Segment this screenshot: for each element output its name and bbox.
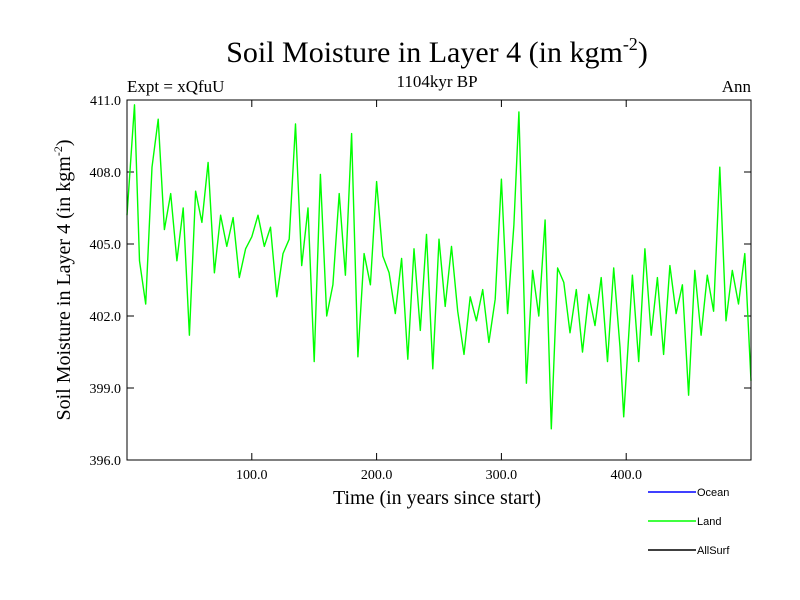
x-axis-label: Time (in years since start) (333, 487, 541, 509)
y-axis-label: Soil Moisture in Layer 4 (in kgm-2) (51, 139, 75, 420)
y-tick-label: 399.0 (90, 382, 122, 397)
season-label: Ann (722, 77, 752, 96)
chart-subtitle: 1104kyr BP (396, 72, 477, 91)
legend-label-ocean: Ocean (697, 487, 729, 499)
series-group (126, 104, 752, 430)
x-tick-label: 400.0 (610, 468, 642, 483)
y-tick-label: 402.0 (90, 310, 122, 325)
chart-title: Soil Moisture in Layer 4 (in kgm-2) (226, 34, 648, 69)
legend: Ocean Land AllSurf (648, 487, 730, 557)
x-tick-label: 300.0 (486, 468, 518, 483)
series-line-land (126, 104, 752, 430)
experiment-label: Expt = xQfuU (127, 77, 224, 96)
y-tick-label: 396.0 (90, 454, 122, 469)
legend-label-land: Land (697, 516, 721, 528)
y-tick-label: 408.0 (90, 166, 122, 181)
y-tick-label: 405.0 (90, 238, 122, 253)
y-tick-label: 411.0 (90, 94, 121, 109)
legend-label-allsurf: AllSurf (697, 545, 730, 557)
tick-labels: 396.0 399.0 402.0 405.0 408.0 411.0 100.0 200.0… (90, 94, 642, 483)
x-tick-label: 200.0 (361, 468, 393, 483)
plot-frame (126, 99, 752, 461)
x-tick-label: 100.0 (236, 468, 268, 483)
